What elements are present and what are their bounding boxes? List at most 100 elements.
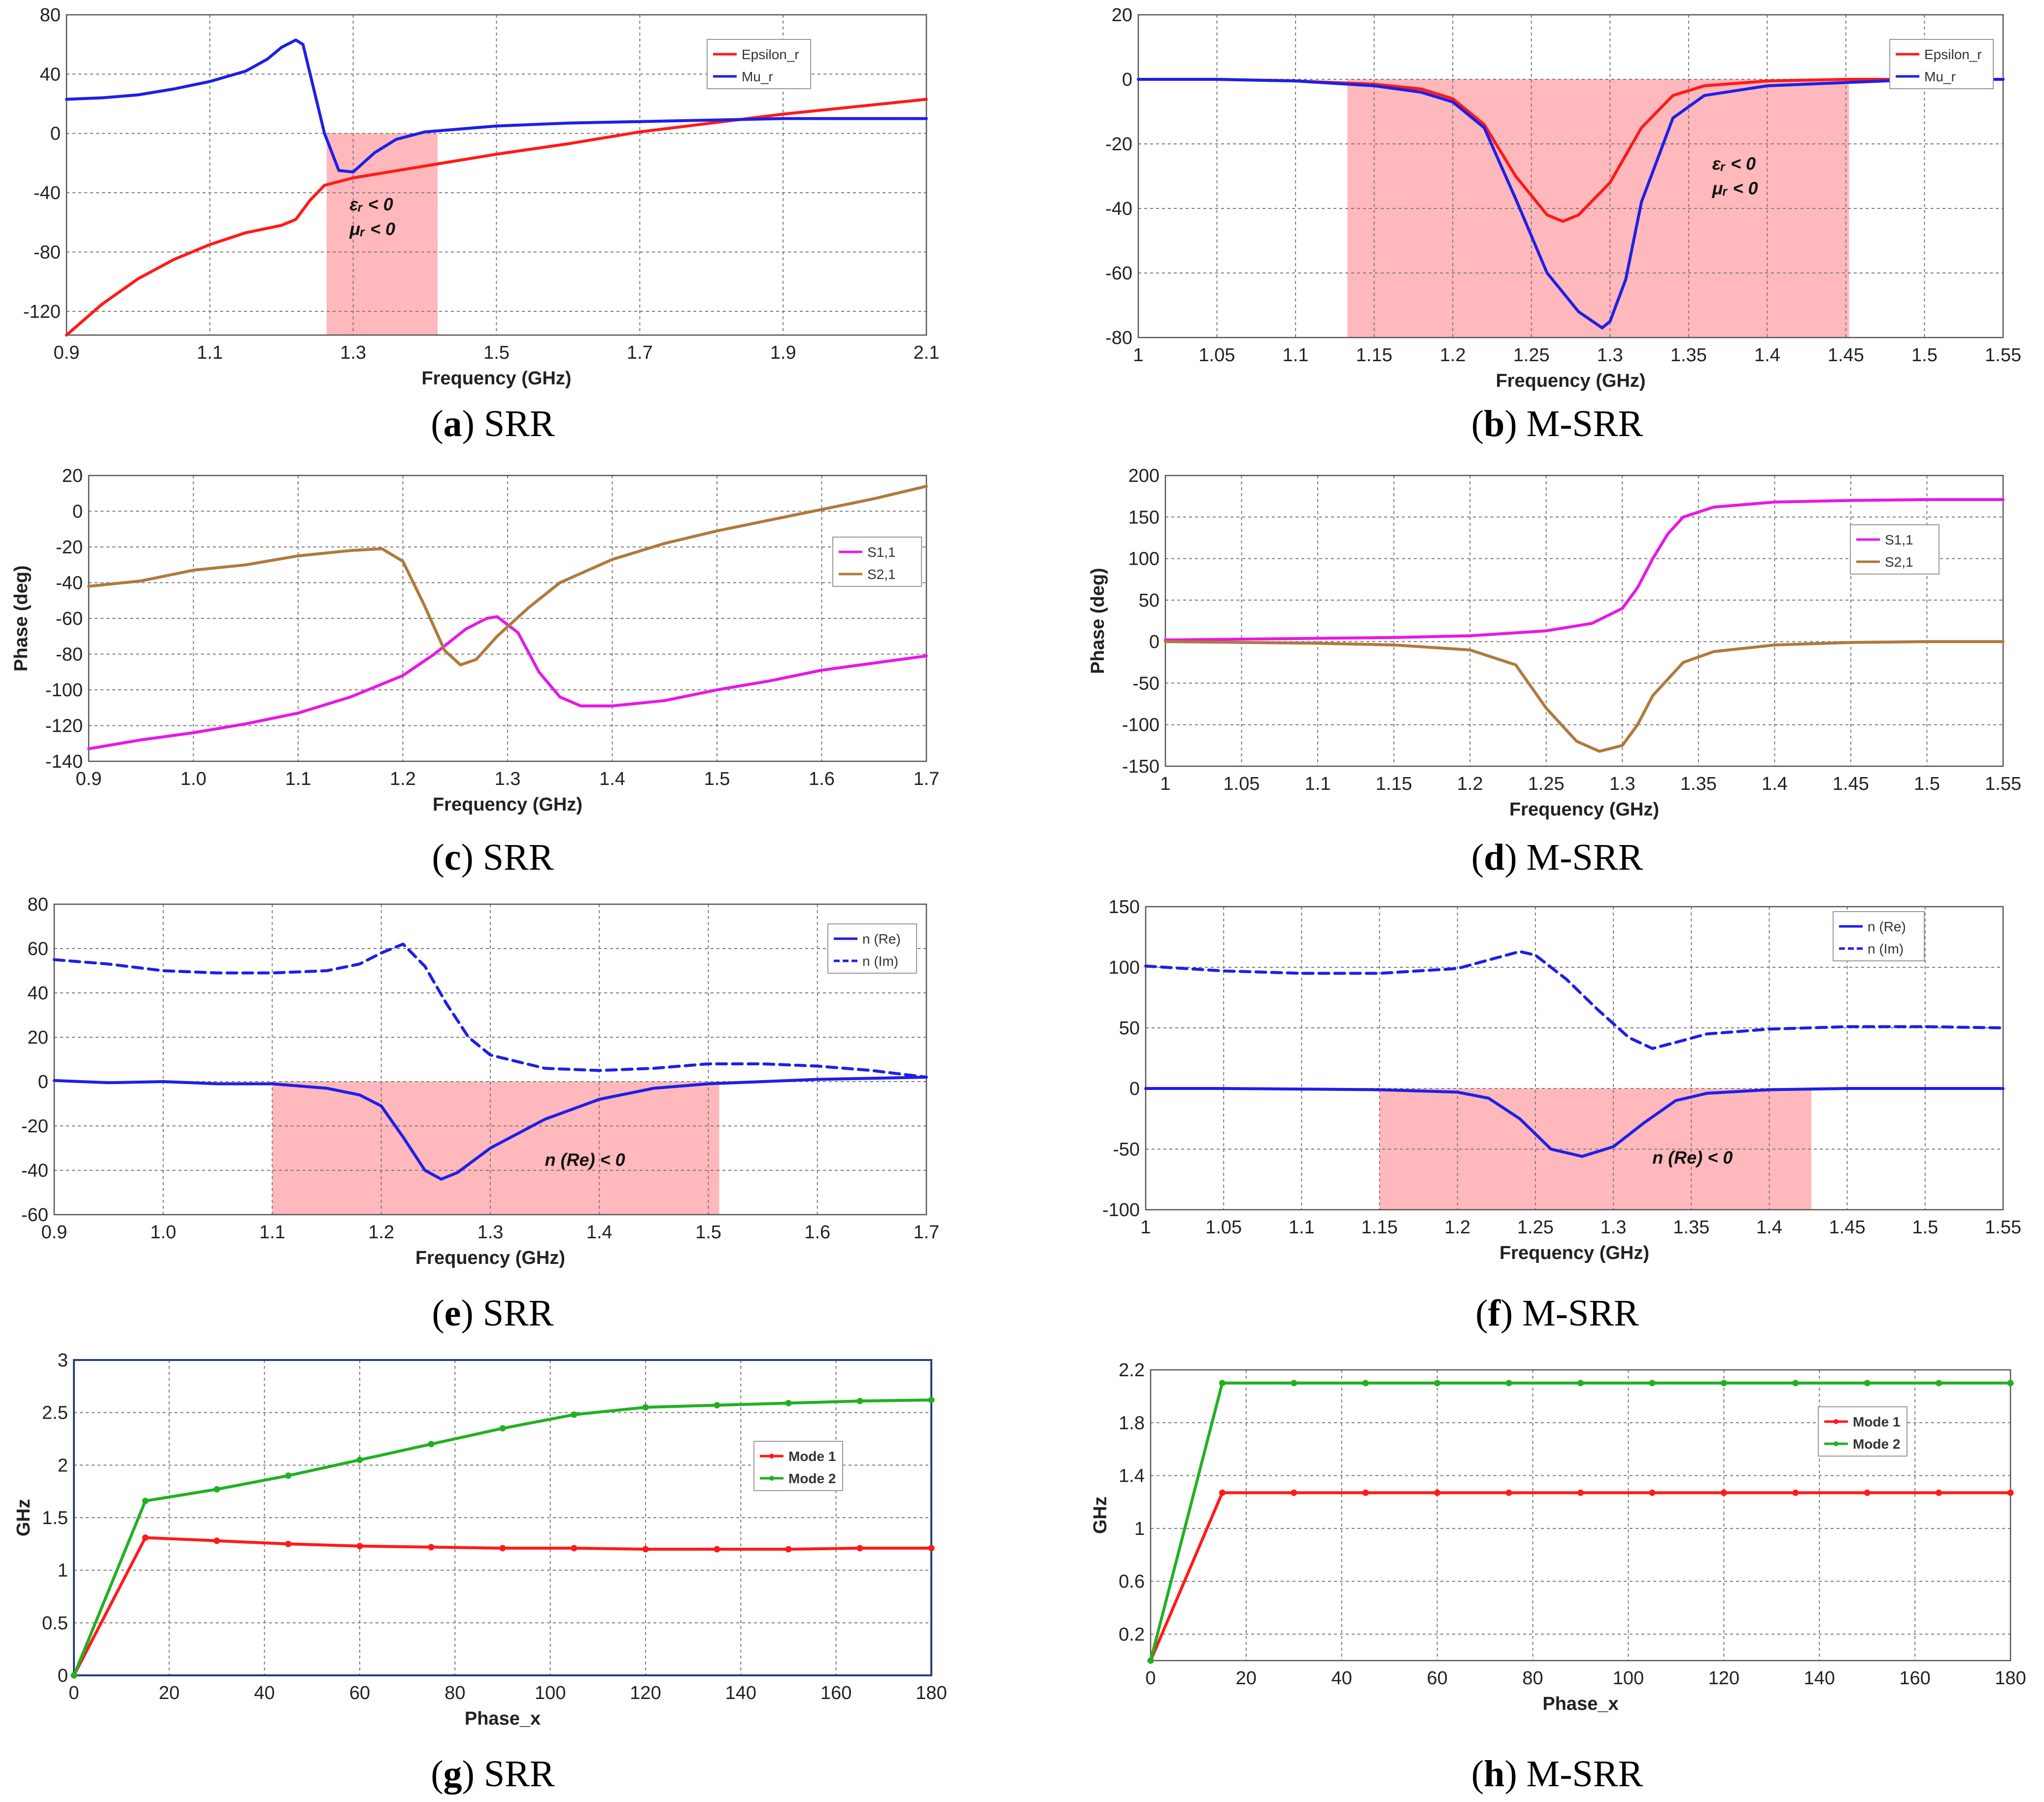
x-tick-label: 1.05 xyxy=(1224,774,1260,794)
y-tick-label: 1 xyxy=(58,1561,68,1581)
y-tick-label: 40 xyxy=(40,64,61,85)
data-point xyxy=(213,1537,220,1544)
plot-frame xyxy=(66,14,927,336)
chart-h: 0 20 40 60 80 100 120 140 160 180 2.2 1.8 1.4 1 0.6 0.2… xyxy=(1090,1360,2026,1714)
data-point xyxy=(285,1472,292,1479)
data-point xyxy=(1505,1489,1512,1496)
x-tick-label: 60 xyxy=(349,1683,370,1703)
x-tick-label: 1.9 xyxy=(770,342,796,363)
x-tick-label: 1.3 xyxy=(477,1222,504,1243)
data-point xyxy=(1649,1489,1656,1496)
x-tick-label: 1.5 xyxy=(695,1222,721,1243)
data-point xyxy=(785,1546,792,1553)
x-tick-label: 40 xyxy=(254,1683,275,1703)
series-line-mu-r xyxy=(65,38,928,173)
data-point xyxy=(1936,1489,1942,1496)
y-tick-label: -40 xyxy=(34,183,61,204)
x-tick-label: 1.25 xyxy=(1528,774,1565,794)
y-tick-label: 0.6 xyxy=(1119,1571,1145,1592)
legend-label: Mu_r xyxy=(742,69,773,84)
caption-text: M-SRR xyxy=(1527,403,1643,444)
x-tick-label: 1.45 xyxy=(1829,1217,1866,1238)
data-point xyxy=(213,1486,220,1493)
x-tick-label: 0.9 xyxy=(54,342,80,363)
data-point xyxy=(1219,1489,1226,1496)
data-point xyxy=(856,1397,863,1404)
legend: Mode 1 Mode 2 xyxy=(753,1441,843,1491)
x-tick-label: 1.1 xyxy=(1283,345,1309,366)
legend-marker xyxy=(1834,1441,1839,1446)
caption-letter: h xyxy=(1484,1753,1504,1795)
chart-a: 0.9 1.1 1.3 1.5 1.7 1.9 2.1 80 40 0 -40 -80 -120 Freq… xyxy=(23,5,939,389)
y-tick-label: -80 xyxy=(34,242,61,263)
x-tick-label: 160 xyxy=(1899,1668,1930,1689)
legend-label: Mu_r xyxy=(1924,69,1956,84)
y-axis-label: Phase (deg) xyxy=(1088,568,1108,674)
caption-punct: ( xyxy=(1471,1753,1484,1795)
x-tick-label: 20 xyxy=(159,1683,179,1703)
x-tick-label: 1.1 xyxy=(1289,1217,1315,1238)
chart-d: 1 1.05 1.1 1.15 1.2 1.25 1.3 1.35 1.4 1.45 1.5 1.55… xyxy=(1088,466,2021,820)
series-line-n-im- xyxy=(53,943,928,1079)
data-point xyxy=(1864,1489,1871,1496)
x-tick-label: 1.4 xyxy=(1756,1217,1782,1238)
caption-letter: c xyxy=(444,837,461,878)
data-point xyxy=(1936,1380,1942,1387)
x-tick-label: 1 xyxy=(1140,1217,1151,1238)
caption-punct: ) xyxy=(462,1753,484,1795)
plot-area xyxy=(1165,476,2003,766)
legend-box xyxy=(832,537,922,587)
x-tick-label: 1.55 xyxy=(1985,1217,2021,1238)
y-tick-label: 0 xyxy=(1122,69,1132,90)
legend-label: S1,1 xyxy=(1885,532,1913,547)
data-point xyxy=(142,1534,149,1541)
y-tick-label: -150 xyxy=(1122,756,1159,777)
data-point xyxy=(928,1396,935,1403)
data-point xyxy=(428,1441,435,1448)
x-tick-label: 1.6 xyxy=(804,1222,830,1243)
data-point xyxy=(1291,1380,1297,1387)
y-tick-label: 60 xyxy=(28,939,48,959)
plot-frame xyxy=(1145,906,2004,1211)
x-tick-label: 1.35 xyxy=(1680,774,1717,794)
legend-box xyxy=(827,923,917,974)
legend-box xyxy=(1833,911,1925,961)
data-point xyxy=(928,1545,935,1552)
y-tick-label: -50 xyxy=(1132,673,1159,694)
legend-label: S1,1 xyxy=(867,544,896,560)
y-tick-label: -100 xyxy=(1122,715,1159,736)
data-point xyxy=(428,1544,435,1551)
legend-marker xyxy=(769,1454,774,1459)
x-tick-label: 1.15 xyxy=(1376,774,1412,794)
legend: Epsilon_r Mu_r xyxy=(1889,39,1994,89)
legend-marker xyxy=(769,1476,774,1481)
legend: S1,1 S2,1 xyxy=(1850,524,1940,575)
legend-label: S2,1 xyxy=(1885,554,1913,570)
caption-punct: ) xyxy=(1504,403,1526,444)
y-tick-label: 0 xyxy=(50,124,61,144)
x-tick-label: 1.7 xyxy=(914,1222,940,1243)
y-tick-label: -100 xyxy=(1102,1200,1140,1221)
data-point xyxy=(142,1497,149,1504)
x-tick-label: 1.45 xyxy=(1833,774,1869,794)
caption-letter: a xyxy=(443,403,462,444)
chart-f: 1 1.05 1.1 1.15 1.2 1.25 1.3 1.35 1.4 1.45 1.5 1.55… xyxy=(1102,897,2021,1263)
y-tick-label: -60 xyxy=(21,1205,48,1225)
x-axis-label: Frequency (GHz) xyxy=(1509,799,1659,820)
plot-frame xyxy=(73,1359,932,1676)
data-point xyxy=(714,1546,720,1553)
y-tick-label: 0 xyxy=(1129,1079,1140,1099)
region-annotation: μᵣ < 0 xyxy=(349,219,395,239)
x-tick-label: 80 xyxy=(444,1683,465,1703)
y-tick-label: 1 xyxy=(1134,1519,1145,1539)
data-point xyxy=(285,1540,292,1547)
x-tick-label: 1.0 xyxy=(180,769,206,789)
x-axis-label: Frequency (GHz) xyxy=(433,794,582,815)
y-tick-label: 0.5 xyxy=(42,1613,68,1633)
y-axis-label: GHz xyxy=(1090,1496,1111,1534)
x-tick-label: 1.5 xyxy=(704,769,730,789)
x-tick-label: 60 xyxy=(1427,1668,1448,1689)
y-tick-label: -120 xyxy=(45,716,83,737)
x-tick-label: 1.45 xyxy=(1828,345,1864,366)
